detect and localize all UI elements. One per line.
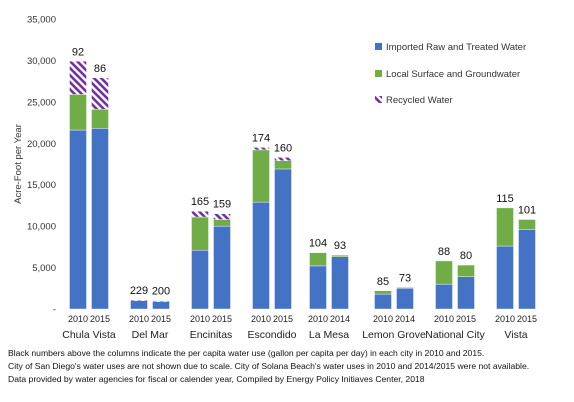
city-label: Chula Vista	[62, 329, 116, 341]
bar-segment-imported-raw-and-treated-water	[69, 129, 87, 310]
bar-segment-local-surface-and-groundwater	[191, 216, 209, 251]
bar-segment-imported-raw-and-treated-water	[152, 301, 170, 310]
bar-segment-imported-raw-and-treated-water	[374, 293, 392, 310]
per-capita-label: 160	[274, 142, 292, 154]
year-label: 2010	[190, 314, 210, 324]
y-tick-label: 5,000	[32, 263, 56, 274]
per-capita-label: 92	[72, 46, 84, 58]
bar-segment-local-surface-and-groundwater	[374, 290, 392, 295]
bar-segment-recycled-water	[252, 147, 270, 151]
per-capita-label: 115	[496, 193, 514, 205]
per-capita-label: 174	[252, 132, 270, 144]
bar-segment-recycled-water	[274, 157, 292, 161]
per-capita-label: 159	[213, 199, 231, 211]
per-capita-label: 165	[191, 196, 209, 208]
bar-segment-recycled-water	[91, 77, 109, 110]
city-label: Encinitas	[190, 329, 233, 341]
bar-segment-imported-raw-and-treated-water	[435, 283, 453, 310]
legend-swatch	[375, 96, 382, 103]
year-label: 2010	[68, 314, 88, 324]
bar-segment-imported-raw-and-treated-water	[331, 256, 349, 310]
per-capita-label: 80	[460, 250, 472, 262]
footnote-data-source: Data provided by water agencies for fisc…	[8, 374, 425, 385]
year-label: 2010	[495, 314, 515, 324]
bar-segment-local-surface-and-groundwater	[331, 254, 349, 257]
per-capita-label: 229	[130, 285, 148, 297]
year-label: 2010	[129, 314, 149, 324]
year-label: 2015	[151, 314, 171, 324]
per-capita-label: 104	[309, 238, 327, 250]
per-capita-label: 86	[94, 63, 106, 75]
bar-segment-local-surface-and-groundwater	[518, 219, 536, 230]
year-label: 2014	[330, 314, 350, 324]
bar-segment-recycled-water	[213, 213, 231, 220]
bar-segment-imported-raw-and-treated-water	[130, 300, 148, 310]
y-tick-label: 35,000	[27, 15, 56, 26]
bar-segment-imported-raw-and-treated-water	[396, 288, 414, 310]
y-tick-label: 10,000	[27, 222, 56, 233]
y-tick-label: 25,000	[27, 97, 56, 108]
year-label: 2015	[273, 314, 293, 324]
bar-segment-recycled-water	[130, 299, 148, 301]
per-capita-label: 73	[399, 272, 411, 284]
per-capita-label: 101	[518, 205, 536, 217]
city-label: Escondido	[247, 329, 296, 341]
per-capita-label: 88	[438, 246, 450, 258]
bar-segment-imported-raw-and-treated-water	[91, 128, 109, 310]
per-capita-label: 93	[334, 240, 346, 252]
legend-label: Recycled Water	[386, 95, 453, 106]
bar-segment-recycled-water	[152, 300, 170, 302]
bar-segment-imported-raw-and-treated-water	[518, 229, 536, 310]
city-label: Vista	[504, 329, 527, 341]
year-label: 2015	[90, 314, 110, 324]
footnote-per-capita: Black numbers above the columns indicate…	[8, 348, 485, 358]
bar-segment-local-surface-and-groundwater	[252, 149, 270, 203]
city-label: La Mesa	[309, 329, 349, 341]
bar-segment-recycled-water	[191, 211, 209, 218]
city-label: National City	[425, 329, 485, 341]
legend-label: Local Surface and Groundwater	[386, 69, 520, 80]
y-tick-label: 15,000	[27, 180, 56, 191]
bar-segment-local-surface-and-groundwater	[309, 252, 327, 267]
bar-segment-local-surface-and-groundwater	[213, 219, 231, 227]
per-capita-label: 200	[152, 286, 170, 298]
bar-segment-local-surface-and-groundwater	[69, 94, 87, 131]
footnotes: Black numbers above the columns indicate…	[8, 347, 570, 387]
bar-segment-imported-raw-and-treated-water	[496, 245, 514, 310]
bar-segment-imported-raw-and-treated-water	[191, 249, 209, 310]
bar-segment-imported-raw-and-treated-water	[274, 168, 292, 310]
city-label: Lemon Grove	[362, 329, 426, 341]
legend-swatch	[375, 70, 382, 77]
y-tick-label: 30,000	[27, 56, 56, 67]
bar-segment-local-surface-and-groundwater	[496, 207, 514, 247]
stacked-bar-chart: - 5,000 10,000 15,000 20,000 25,000 30,000 35,0…	[13, 15, 537, 342]
bar-segment-local-surface-and-groundwater	[457, 264, 475, 277]
year-label: 2010	[251, 314, 271, 324]
bar-segment-imported-raw-and-treated-water	[457, 276, 475, 310]
legend-swatch	[375, 43, 382, 50]
bar-segment-imported-raw-and-treated-water	[309, 265, 327, 310]
y-tick-label: 20,000	[27, 139, 56, 150]
bar-segment-imported-raw-and-treated-water	[213, 225, 231, 310]
city-label: Del Mar	[132, 329, 169, 341]
year-label: 2015	[212, 314, 232, 324]
bar-segment-recycled-water	[69, 61, 87, 95]
bar-segment-local-surface-and-groundwater	[435, 260, 453, 285]
year-label: 2015	[517, 314, 537, 324]
year-label: 2010	[373, 314, 393, 324]
bar-segment-imported-raw-and-treated-water	[252, 201, 270, 310]
year-label: 2015	[456, 314, 476, 324]
y-axis-title: Acre-Foot per Year	[13, 124, 24, 204]
legend-label: Imported Raw and Treated Water	[386, 42, 526, 53]
year-label: 2010	[434, 314, 454, 324]
bar-segment-local-surface-and-groundwater	[91, 109, 109, 129]
year-label: 2010	[308, 314, 328, 324]
footnote-excluded-cities: City of San Diego's water uses are not s…	[8, 361, 530, 372]
bar-segment-local-surface-and-groundwater	[274, 160, 292, 170]
y-tick-label: -	[53, 305, 56, 316]
bar-segment-local-surface-and-groundwater	[396, 287, 414, 289]
per-capita-label: 85	[377, 276, 389, 288]
year-label: 2014	[395, 314, 415, 324]
